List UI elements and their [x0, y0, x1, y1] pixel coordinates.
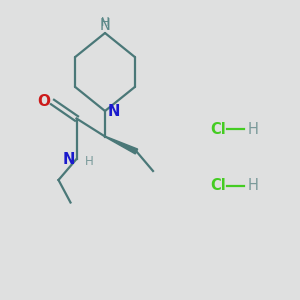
Text: Cl: Cl	[210, 122, 226, 136]
Polygon shape	[105, 136, 138, 154]
Text: N: N	[100, 18, 110, 33]
Text: H: H	[248, 122, 258, 136]
Text: Cl: Cl	[210, 178, 226, 194]
Text: H: H	[100, 16, 109, 29]
Text: N: N	[107, 103, 120, 118]
Text: O: O	[37, 94, 50, 110]
Text: H: H	[248, 178, 258, 194]
Text: H: H	[85, 155, 94, 168]
Text: N: N	[62, 152, 75, 166]
